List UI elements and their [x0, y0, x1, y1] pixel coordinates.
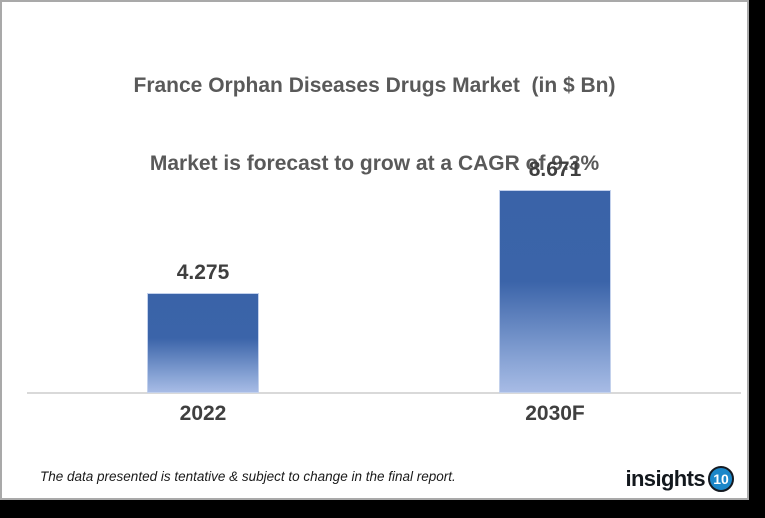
chart-title-line2: Market is forecast to grow at a CAGR of …: [149, 152, 600, 175]
bar-2030f: [499, 190, 611, 393]
x-axis-line: [27, 392, 741, 394]
bar-2022: [147, 293, 259, 393]
footer-disclaimer: The data presented is tentative & subjec…: [40, 469, 456, 484]
bar-value-2022: 4.275: [176, 261, 230, 284]
brand-logo: insights 10: [625, 466, 734, 492]
chart-title: France Orphan Diseases Drugs Market (in …: [2, 21, 747, 229]
bar-value-2030f: 8.671: [528, 158, 582, 181]
brand-logo-text: insights: [625, 466, 705, 491]
category-label-2030f: 2030F: [525, 402, 585, 425]
chart-card: France Orphan Diseases Drugs Market (in …: [0, 0, 749, 500]
category-label-2022: 2022: [179, 402, 227, 425]
chart-title-line1: France Orphan Diseases Drugs Market (in …: [133, 74, 616, 97]
brand-logo-badge-icon: 10: [708, 466, 734, 492]
